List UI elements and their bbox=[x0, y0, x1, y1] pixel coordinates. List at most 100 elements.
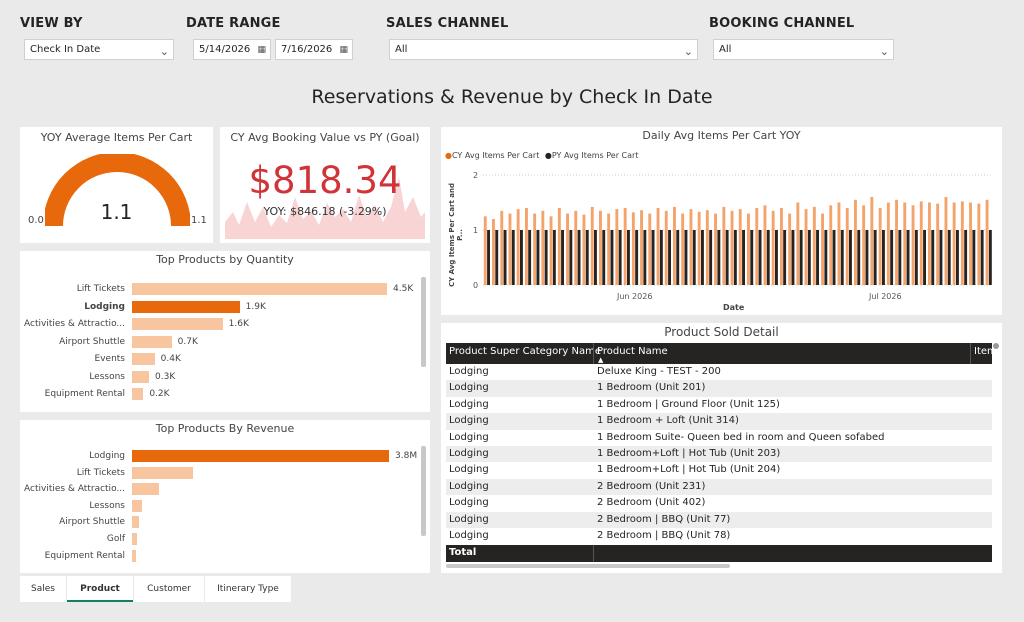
py-bar[interactable] bbox=[775, 230, 778, 285]
py-bar[interactable] bbox=[939, 230, 943, 285]
cy-bar[interactable] bbox=[886, 202, 890, 286]
cy-bar[interactable] bbox=[681, 213, 685, 286]
py-bar[interactable] bbox=[717, 230, 721, 285]
horizontal-scrollbar[interactable] bbox=[446, 564, 730, 568]
py-bar[interactable] bbox=[742, 230, 745, 285]
py-bar[interactable] bbox=[552, 230, 556, 285]
bar[interactable] bbox=[132, 499, 143, 512]
cy-bar[interactable] bbox=[714, 213, 717, 286]
py-bar[interactable] bbox=[495, 230, 499, 285]
py-bar[interactable] bbox=[890, 230, 894, 285]
cy-bar[interactable] bbox=[525, 208, 528, 285]
py-bar[interactable] bbox=[873, 230, 877, 285]
py-bar[interactable] bbox=[618, 230, 622, 285]
py-bar[interactable] bbox=[832, 230, 836, 285]
table-row[interactable]: Lodging Deluxe King - TEST - 200 bbox=[446, 364, 992, 381]
column-header-item[interactable]: Item bbox=[974, 346, 992, 357]
py-bar[interactable] bbox=[643, 230, 647, 285]
py-bar[interactable] bbox=[766, 230, 770, 285]
cy-bar[interactable] bbox=[747, 213, 750, 286]
py-bar[interactable] bbox=[816, 230, 819, 285]
cy-bar[interactable] bbox=[928, 202, 931, 286]
top-products-revenue-card[interactable]: Top Products By Revenue Lodging 3.8M Lift … bbox=[20, 420, 430, 573]
py-bar[interactable] bbox=[882, 230, 885, 285]
bar[interactable] bbox=[132, 283, 387, 295]
py-bar[interactable] bbox=[807, 230, 811, 285]
py-bar[interactable] bbox=[980, 230, 984, 285]
cy-bar[interactable] bbox=[977, 203, 981, 285]
py-bar[interactable] bbox=[585, 230, 589, 285]
py-bar[interactable] bbox=[602, 230, 606, 285]
table-row[interactable]: Lodging 2 Bedroom (Unit 231) bbox=[446, 478, 992, 496]
column-header-product[interactable]: Product Name bbox=[597, 346, 668, 357]
py-bar[interactable] bbox=[906, 230, 910, 285]
cy-bar[interactable] bbox=[878, 208, 882, 285]
py-bar[interactable] bbox=[956, 230, 959, 285]
cy-bar[interactable] bbox=[722, 206, 726, 285]
py-bar[interactable] bbox=[824, 230, 828, 285]
cy-bar[interactable] bbox=[952, 202, 956, 286]
cy-bar[interactable] bbox=[705, 210, 709, 285]
py-bar[interactable] bbox=[931, 230, 935, 285]
py-bar[interactable] bbox=[857, 230, 861, 285]
table-row[interactable]: Lodging 2 Bedroom | BBQ (Unit 77) bbox=[446, 511, 992, 528]
py-bar[interactable] bbox=[865, 230, 869, 285]
table-row[interactable]: Lodging 1 Bedroom+Loft | Hot Tub (Unit 20… bbox=[446, 445, 992, 463]
bar[interactable] bbox=[132, 353, 155, 365]
cy-bar[interactable] bbox=[689, 209, 693, 285]
cy-bar[interactable] bbox=[911, 205, 915, 286]
cy-bar[interactable] bbox=[730, 210, 734, 286]
cy-bar[interactable] bbox=[763, 205, 767, 286]
py-bar[interactable] bbox=[651, 230, 655, 285]
cy-bar[interactable] bbox=[936, 203, 940, 285]
py-bar[interactable] bbox=[561, 230, 564, 285]
cy-bar[interactable] bbox=[771, 210, 775, 286]
py-bar[interactable] bbox=[536, 230, 540, 285]
cy-bar[interactable] bbox=[903, 202, 907, 286]
cy-bar[interactable] bbox=[796, 202, 800, 286]
py-bar[interactable] bbox=[635, 230, 639, 285]
scrollbar[interactable] bbox=[421, 277, 426, 367]
cy-bar[interactable] bbox=[574, 210, 578, 286]
bar[interactable] bbox=[132, 370, 149, 383]
cy-bar[interactable] bbox=[664, 210, 668, 286]
cy-bar[interactable] bbox=[812, 206, 816, 285]
py-bar[interactable] bbox=[701, 230, 704, 285]
cy-bar[interactable] bbox=[870, 197, 874, 285]
py-bar[interactable] bbox=[544, 230, 548, 285]
cy-bar[interactable] bbox=[615, 209, 619, 285]
table-row[interactable]: Lodging 2 Bedroom | BBQ (Unit 78) bbox=[446, 527, 992, 545]
cy-bar[interactable] bbox=[656, 208, 660, 285]
py-bar[interactable] bbox=[511, 230, 515, 285]
cy-bar[interactable] bbox=[582, 214, 586, 285]
py-bar[interactable] bbox=[709, 230, 713, 285]
scrollbar[interactable] bbox=[421, 446, 426, 536]
cy-bar[interactable] bbox=[500, 210, 504, 286]
table-row[interactable]: Lodging 1 Bedroom (Unit 201) bbox=[446, 380, 992, 397]
cy-bar[interactable] bbox=[829, 205, 833, 286]
tab-sales[interactable]: Sales bbox=[20, 576, 66, 602]
cy-bar[interactable] bbox=[640, 210, 643, 285]
py-bar[interactable] bbox=[750, 230, 754, 285]
cy-bar[interactable] bbox=[508, 213, 512, 286]
bar[interactable] bbox=[132, 533, 137, 545]
bar[interactable] bbox=[132, 300, 240, 313]
py-bar[interactable] bbox=[659, 230, 663, 285]
py-bar[interactable] bbox=[610, 230, 614, 285]
cy-bar[interactable] bbox=[944, 197, 948, 285]
table-row[interactable]: Lodging 1 Bedroom+Loft | Hot Tub (Unit 20… bbox=[446, 462, 992, 479]
calendar-icon[interactable]: ▦ bbox=[339, 45, 348, 55]
cy-bar[interactable] bbox=[960, 201, 964, 285]
table-row[interactable]: Lodging 1 Bedroom Suite- Queen bed in roo… bbox=[446, 429, 992, 446]
py-bar[interactable] bbox=[692, 230, 696, 285]
py-bar[interactable] bbox=[627, 230, 630, 285]
cy-bar[interactable] bbox=[804, 209, 808, 285]
py-bar[interactable] bbox=[520, 230, 523, 285]
py-bar[interactable] bbox=[923, 230, 926, 285]
product-sold-detail-card[interactable]: Product Sold Detail Product Super Catego… bbox=[441, 323, 1002, 573]
table-row[interactable]: Lodging 1 Bedroom + Loft (Unit 314) bbox=[446, 413, 992, 430]
view-by-dropdown[interactable]: Check In Date ⌄ bbox=[24, 39, 174, 60]
cy-bar[interactable] bbox=[862, 205, 866, 286]
bar[interactable] bbox=[132, 549, 137, 562]
cy-bar[interactable] bbox=[483, 216, 487, 286]
